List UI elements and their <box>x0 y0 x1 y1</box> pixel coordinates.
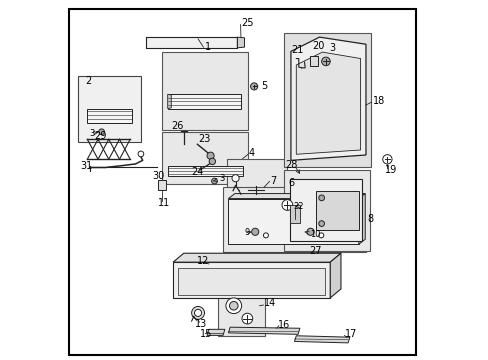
Circle shape <box>282 200 292 210</box>
Polygon shape <box>162 52 247 130</box>
Polygon shape <box>223 187 365 252</box>
Polygon shape <box>294 336 349 343</box>
Text: 3: 3 <box>89 129 97 138</box>
Text: 20: 20 <box>312 41 324 51</box>
Polygon shape <box>87 109 132 123</box>
Text: 27: 27 <box>309 246 322 256</box>
Polygon shape <box>167 166 242 176</box>
Polygon shape <box>78 76 141 143</box>
Circle shape <box>229 301 238 310</box>
Polygon shape <box>69 9 415 355</box>
Text: 6: 6 <box>287 178 294 188</box>
Circle shape <box>318 233 323 238</box>
Polygon shape <box>206 329 224 336</box>
Text: 3: 3 <box>213 175 224 184</box>
Polygon shape <box>173 262 329 298</box>
Circle shape <box>231 175 239 182</box>
Text: 10: 10 <box>305 230 321 239</box>
Polygon shape <box>296 52 360 154</box>
Polygon shape <box>358 194 365 244</box>
Polygon shape <box>283 170 369 251</box>
Polygon shape <box>290 37 365 160</box>
Text: 28: 28 <box>285 160 297 170</box>
Text: 7: 7 <box>270 176 276 186</box>
Polygon shape <box>146 37 237 48</box>
Text: 13: 13 <box>195 319 207 329</box>
Circle shape <box>242 313 252 324</box>
Polygon shape <box>228 194 365 199</box>
Polygon shape <box>290 179 362 241</box>
Circle shape <box>251 228 258 235</box>
Circle shape <box>191 306 204 319</box>
Polygon shape <box>315 192 358 230</box>
Polygon shape <box>178 267 324 295</box>
Circle shape <box>225 298 241 314</box>
Circle shape <box>206 152 214 159</box>
Text: 4: 4 <box>248 148 254 158</box>
Text: 14: 14 <box>264 298 276 308</box>
Text: 26: 26 <box>171 121 183 131</box>
Polygon shape <box>226 159 287 204</box>
Polygon shape <box>283 33 370 167</box>
Circle shape <box>318 195 324 201</box>
Text: 11: 11 <box>158 198 170 208</box>
Text: 5: 5 <box>261 81 266 91</box>
Circle shape <box>194 309 201 316</box>
Circle shape <box>209 158 215 165</box>
Polygon shape <box>228 199 358 244</box>
Text: 8: 8 <box>366 214 372 224</box>
Polygon shape <box>309 56 317 66</box>
Circle shape <box>138 151 143 157</box>
Text: 25: 25 <box>241 18 253 28</box>
Polygon shape <box>167 94 241 109</box>
Text: 18: 18 <box>372 96 385 107</box>
Text: 9: 9 <box>244 228 250 237</box>
Text: 16: 16 <box>278 320 290 330</box>
Circle shape <box>99 129 104 135</box>
Polygon shape <box>173 253 340 262</box>
Text: 19: 19 <box>384 165 396 175</box>
Polygon shape <box>158 180 165 190</box>
Text: 23: 23 <box>198 134 210 144</box>
Polygon shape <box>217 288 264 337</box>
Text: 3: 3 <box>329 43 335 53</box>
Circle shape <box>211 178 217 184</box>
Polygon shape <box>167 94 171 109</box>
Text: 21: 21 <box>290 45 303 55</box>
Polygon shape <box>329 253 340 298</box>
Circle shape <box>306 228 313 235</box>
Polygon shape <box>290 205 299 223</box>
Text: 1: 1 <box>204 42 210 52</box>
Text: 2: 2 <box>85 76 92 86</box>
Circle shape <box>263 233 268 238</box>
Text: 24: 24 <box>191 167 203 177</box>
Circle shape <box>382 155 391 164</box>
Circle shape <box>250 83 257 90</box>
Text: 15: 15 <box>200 329 212 339</box>
Text: 31: 31 <box>80 161 92 171</box>
Polygon shape <box>228 327 299 334</box>
Text: 30: 30 <box>152 171 164 181</box>
Polygon shape <box>162 132 247 184</box>
Text: 22: 22 <box>293 202 304 211</box>
Text: 12: 12 <box>197 256 209 266</box>
Circle shape <box>321 57 329 66</box>
Text: 17: 17 <box>344 329 356 339</box>
Circle shape <box>318 221 324 226</box>
Polygon shape <box>237 37 244 48</box>
Text: 29: 29 <box>94 131 106 141</box>
